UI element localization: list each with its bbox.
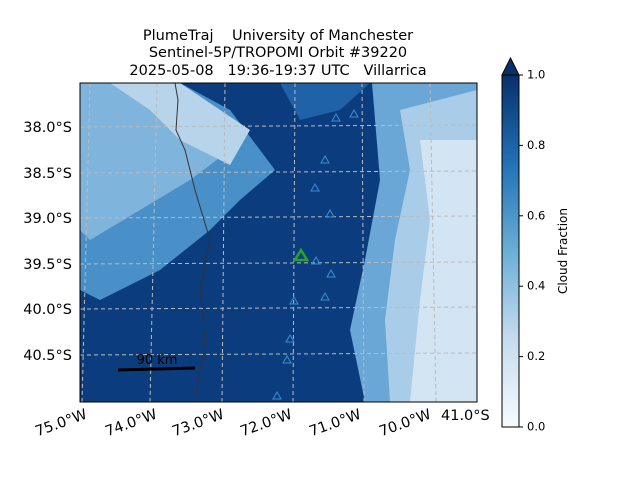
colorbar-tick-label: 0.2 <box>527 349 545 363</box>
volcanoes <box>272 108 359 400</box>
colorbar-extend <box>501 56 520 76</box>
cloud-patch <box>110 83 250 165</box>
colorbar: Cloud Fraction 0.0 0.2 0.4 0.6 0.8 1.0 <box>501 56 570 434</box>
map-frame <box>79 82 478 403</box>
colorbar-tick-label: 0.0 <box>527 420 545 434</box>
scale-bar <box>117 366 196 372</box>
lat-label: 39.5°S <box>23 257 72 273</box>
lat-label: 38.0°S <box>23 120 72 136</box>
title: PlumeTraj University of Manchester Senti… <box>129 28 426 79</box>
lon-label: 71.0°W <box>307 407 363 440</box>
cloud-patch <box>410 140 477 402</box>
lon-label: 70.0°W <box>377 407 433 440</box>
scale-bar-label: 90 km <box>137 353 178 368</box>
coastline <box>174 83 211 402</box>
lon-label: 73.0°W <box>170 407 226 440</box>
graticule <box>80 83 477 402</box>
lon-label: 75.0°W <box>33 407 89 440</box>
colorbar-tick-label: 0.6 <box>527 208 545 222</box>
lat-label: 38.5°S <box>23 166 72 182</box>
corner-label: 41.0°S <box>441 408 490 424</box>
colorbar-tick-label: 1.0 <box>527 68 545 82</box>
title-line: Sentinel-5P/TROPOMI Orbit #39220 <box>149 45 407 61</box>
colorbar-tick-label: 0.4 <box>527 279 545 293</box>
colorbar-label: Cloud Fraction <box>556 208 570 294</box>
lat-label: 40.5°S <box>23 348 72 364</box>
map: 90 km <box>80 83 477 402</box>
title-line: 2025-05-08 19:36-19:37 UTC Villarrica <box>129 63 426 79</box>
colorbar-tick-label: 0.8 <box>527 138 545 152</box>
colorbar-body <box>501 74 520 428</box>
title-line: PlumeTraj University of Manchester <box>143 28 413 44</box>
cloud-patch <box>280 83 370 120</box>
lon-label: 74.0°W <box>103 407 159 440</box>
lat-label: 39.0°S <box>23 211 72 227</box>
target-volcano <box>292 247 310 262</box>
lon-label: 72.0°W <box>238 407 294 440</box>
lat-label: 40.0°S <box>23 302 72 318</box>
